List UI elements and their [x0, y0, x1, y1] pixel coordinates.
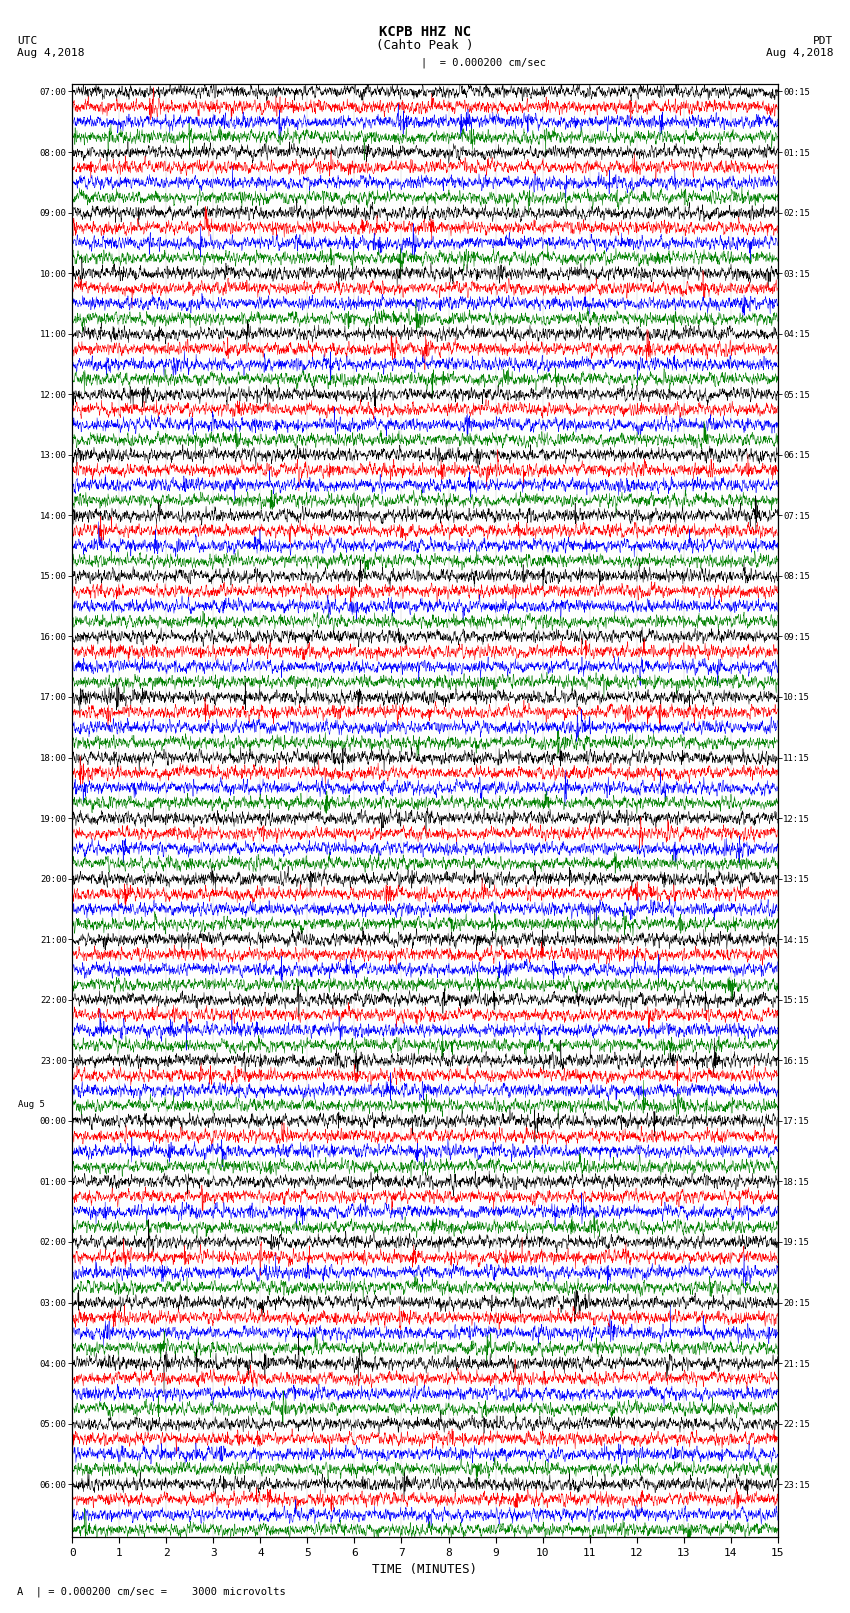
Text: A  | = 0.000200 cm/sec =    3000 microvolts: A | = 0.000200 cm/sec = 3000 microvolts [17, 1586, 286, 1597]
X-axis label: TIME (MINUTES): TIME (MINUTES) [372, 1563, 478, 1576]
Text: KCPB HHZ NC: KCPB HHZ NC [379, 24, 471, 39]
Text: Aug 4,2018: Aug 4,2018 [766, 48, 833, 58]
Text: UTC: UTC [17, 35, 37, 45]
Text: (Cahto Peak ): (Cahto Peak ) [377, 39, 473, 52]
Text: Aug 5: Aug 5 [18, 1100, 45, 1108]
Text: PDT: PDT [813, 35, 833, 45]
Text: Aug 4,2018: Aug 4,2018 [17, 48, 84, 58]
Text: |  = 0.000200 cm/sec: | = 0.000200 cm/sec [421, 56, 546, 68]
